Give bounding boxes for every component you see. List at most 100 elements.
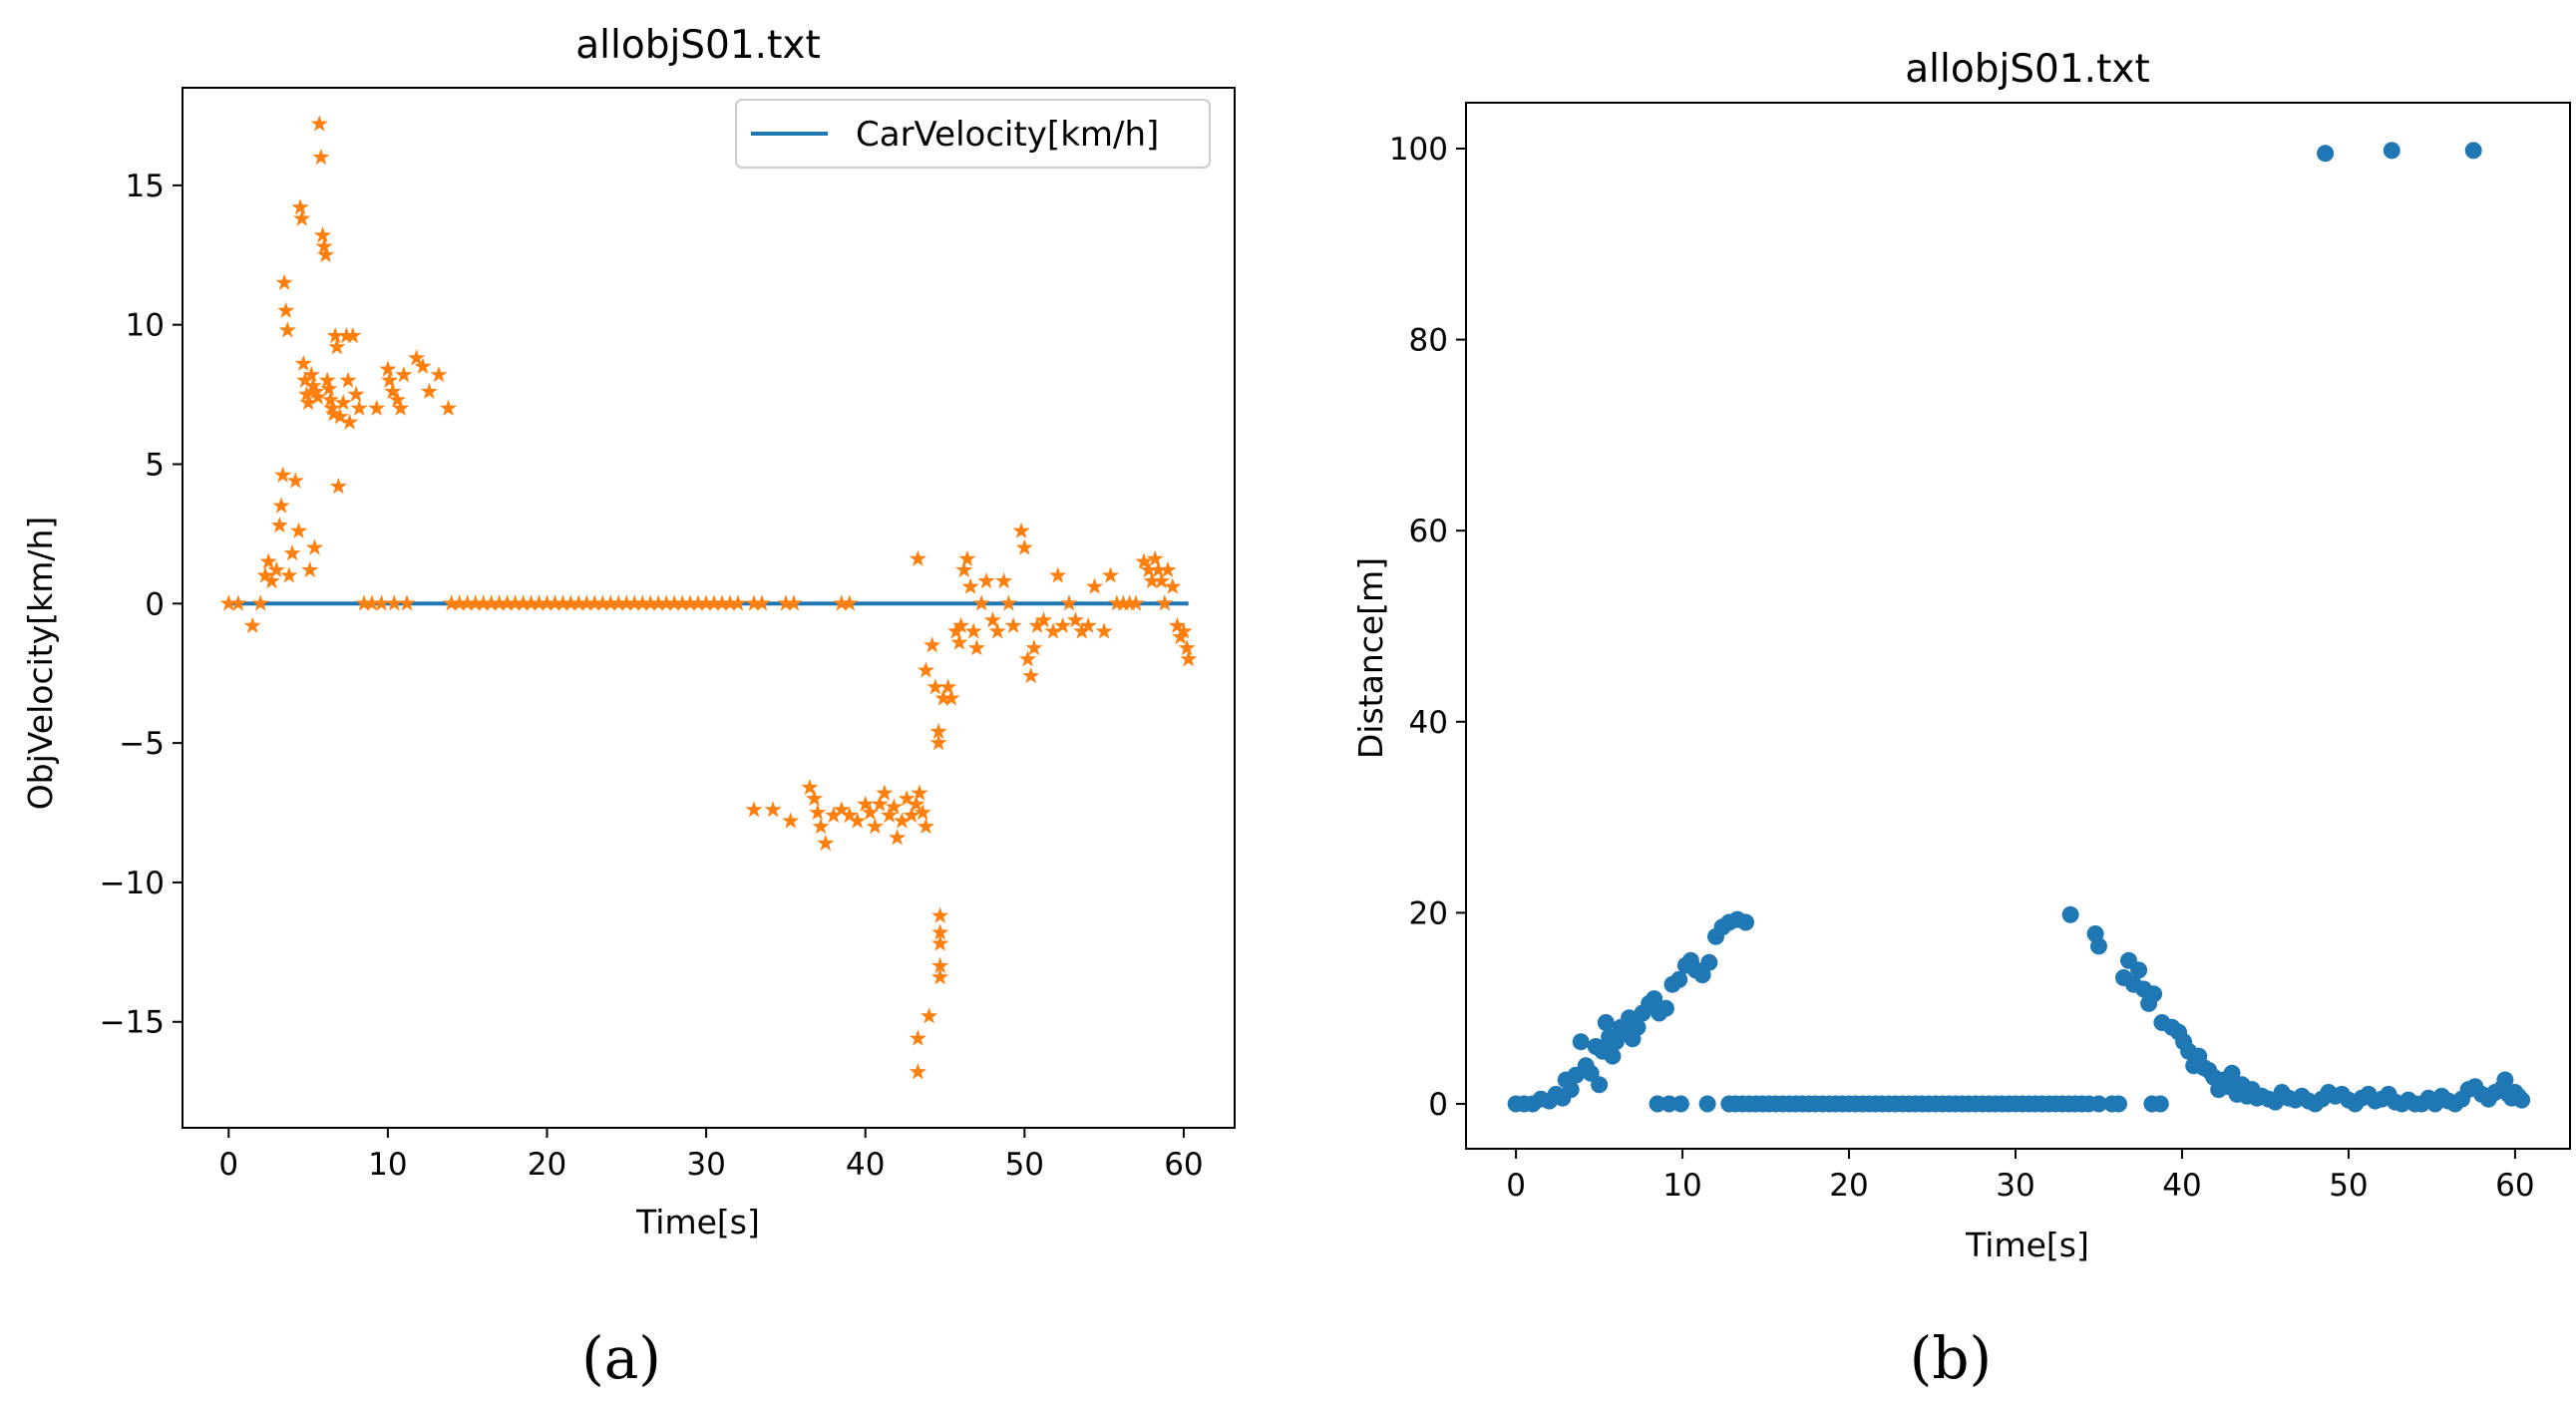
chart-a-plot-area: 0 10 20 30 40 50 60 −15 −10 −5 0 5 10 15: [100, 87, 1236, 1183]
data-point-circle: [2090, 1095, 2107, 1113]
x-tick-label: 20: [1829, 1168, 1868, 1204]
data-point-star: [420, 382, 438, 400]
data-point-star: [920, 1007, 938, 1024]
data-point-circle: [2145, 985, 2163, 1003]
chart-b-title: allobjS01.txt: [1905, 47, 2149, 92]
x-tick-label: 40: [2162, 1168, 2201, 1204]
data-point-star: [929, 734, 947, 751]
data-point-star: [909, 549, 926, 566]
data-point-circle: [1597, 1014, 1615, 1031]
data-point-star: [274, 466, 292, 483]
data-point-star: [917, 661, 934, 678]
data-point-star: [983, 611, 1001, 628]
y-tick-label: −15: [100, 1005, 165, 1041]
data-point-star: [1178, 639, 1196, 656]
data-point-star: [259, 552, 277, 569]
data-point-circle: [2110, 1095, 2127, 1113]
chart-a: allobjS01.txt 0 10 20 30 40 50 60 −15 −10 −5 0 5 10 1…: [21, 23, 1236, 1392]
data-point-star: [931, 968, 949, 985]
data-point-circle: [2151, 1095, 2169, 1113]
data-point-star: [1018, 650, 1037, 667]
data-point-star: [275, 273, 293, 290]
data-point-star: [961, 577, 979, 594]
data-point-star: [1085, 577, 1104, 594]
data-point-star: [988, 622, 1006, 639]
legend-box: [735, 99, 1211, 169]
chart-b-xlabel: Time[s]: [1965, 1226, 2089, 1264]
chart-a-title: allobjS01.txt: [575, 23, 820, 68]
chart-b: allobjS01.txt 0 10 20 30 40 50 60020406080100 …: [1351, 47, 2571, 1392]
data-point-star: [339, 371, 357, 388]
data-point-star: [368, 399, 386, 416]
data-point-star: [866, 818, 884, 835]
x-tick-label: 50: [1005, 1147, 1044, 1183]
data-point-star: [277, 301, 295, 318]
data-point-circle: [1693, 966, 1711, 984]
data-point-star: [889, 829, 907, 846]
y-tick-label: −10: [100, 866, 165, 901]
x-tick-label: 40: [846, 1147, 885, 1183]
data-point-star: [967, 639, 985, 656]
data-point-star: [312, 148, 330, 166]
data-point-star: [347, 385, 365, 402]
data-point-star: [301, 560, 319, 578]
data-point-star: [911, 784, 928, 801]
data-point-circle: [2090, 937, 2107, 955]
x-tick-label: 60: [1164, 1147, 1203, 1183]
data-point-star: [272, 497, 290, 514]
data-point-star: [977, 571, 995, 589]
chart-b-ylabel: Distance[m]: [1351, 557, 1390, 759]
y-tick-label: 0: [145, 586, 165, 622]
data-point-circle: [2464, 142, 2482, 160]
data-point-star: [931, 906, 949, 923]
data-point-circle: [1660, 1095, 1678, 1113]
data-point-star: [317, 245, 335, 263]
data-point-circle: [1656, 999, 1674, 1017]
data-point-star: [1049, 566, 1067, 583]
data-point-star: [278, 321, 296, 338]
data-point-circle: [1604, 1047, 1622, 1065]
data-point-star: [939, 678, 957, 695]
data-point-circle: [1700, 953, 1718, 971]
data-point-circle: [2061, 905, 2079, 923]
data-point-circle: [2383, 142, 2400, 160]
data-point-star: [931, 934, 949, 951]
data-point-circle: [1698, 1095, 1716, 1113]
y-tick-label: 5: [145, 447, 165, 483]
x-tick-label: 30: [1996, 1168, 2034, 1204]
chart-a-panel-label: (a): [581, 1324, 661, 1392]
data-point-star: [1101, 566, 1120, 583]
data-point-star: [283, 544, 301, 561]
data-point-star: [1015, 538, 1033, 555]
data-point-star: [782, 812, 800, 829]
x-tick-label: 0: [218, 1147, 238, 1183]
data-point-star: [395, 366, 413, 383]
data-point-circle: [1671, 1095, 1689, 1113]
y-tick-label: 40: [1409, 705, 1448, 741]
x-tick-label: 20: [528, 1147, 566, 1183]
data-point-star: [286, 472, 304, 489]
data-point-star: [291, 198, 309, 215]
data-point-circle: [2223, 1064, 2241, 1082]
data-point-star: [1004, 616, 1022, 633]
data-point-star: [329, 477, 347, 495]
y-tick-label: 80: [1409, 323, 1448, 359]
x-tick-label: 10: [1662, 1168, 1701, 1204]
x-tick-label: 30: [686, 1147, 725, 1183]
data-point-circle: [2496, 1071, 2514, 1089]
data-point-star: [923, 636, 941, 653]
data-point-star: [917, 818, 934, 835]
data-point-star: [806, 790, 824, 807]
data-point-star: [1012, 522, 1030, 538]
data-point-star: [817, 834, 835, 852]
data-point-star: [313, 226, 332, 243]
data-point-star: [745, 801, 763, 818]
data-point-star: [764, 801, 782, 818]
data-point-star: [964, 622, 982, 639]
chart-b-plot-area: 0 10 20 30 40 50 60 0 20 40 60 80 100: [1389, 102, 2571, 1204]
data-point-star: [801, 778, 819, 796]
chart-a-ylabel: ObjVelocity[km/h]: [21, 517, 60, 811]
y-tick-label: 100: [1389, 132, 1448, 168]
data-point-star: [294, 354, 312, 372]
